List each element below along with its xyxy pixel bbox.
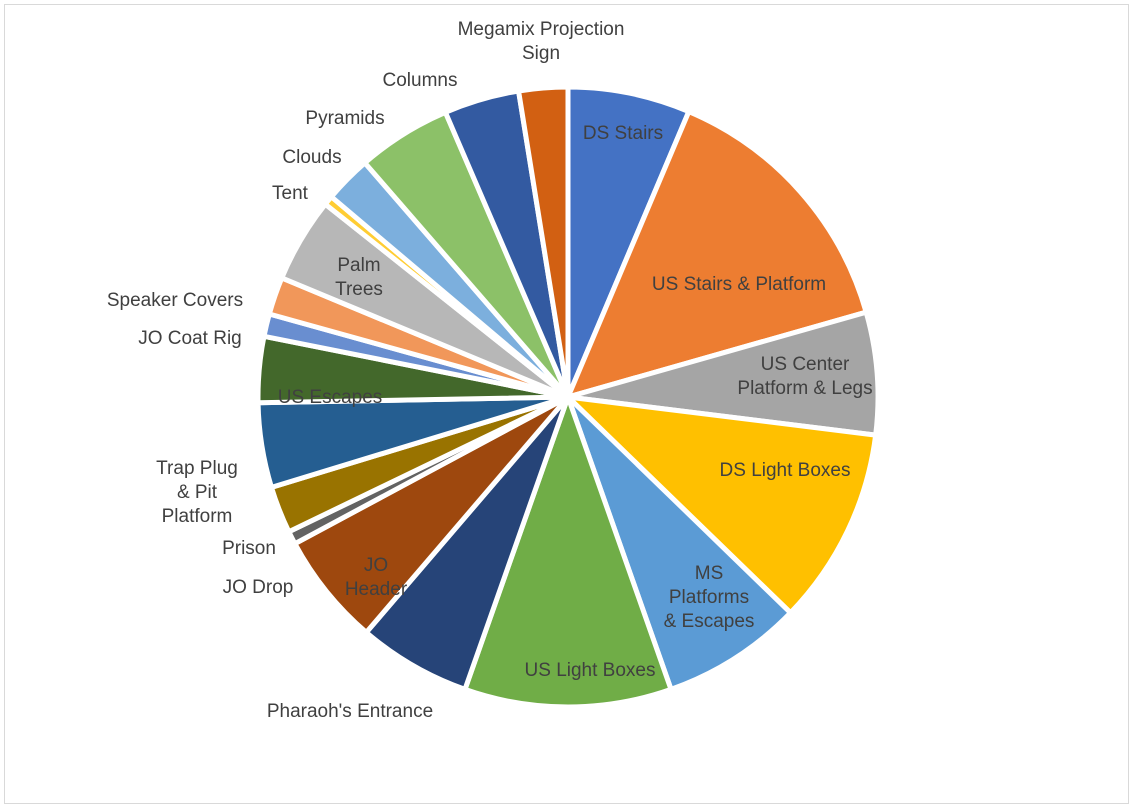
pie-labels: DS Stairs US Stairs & Platform US Center Pl…	[107, 19, 873, 722]
pie-slice-label: Speaker Covers	[107, 290, 243, 311]
pie-slice-label: US Light Boxes	[525, 660, 656, 681]
pie-slice-label: DS Light Boxes	[720, 460, 851, 481]
pie-slices	[255, 84, 881, 710]
pie-slice-label: JO Header	[345, 555, 408, 600]
pie-slice-label: Pyramids	[305, 108, 384, 129]
pie-slice-label: Megamix Projection Sign	[458, 19, 625, 64]
pie-slice-label: US Stairs & Platform	[652, 274, 826, 295]
pie-slice-label: Pharaoh's Entrance	[267, 701, 433, 722]
pie-slice	[516, 84, 571, 400]
pie-slice-label: US Center Platform & Legs	[737, 354, 872, 399]
pie-slice-label: Clouds	[282, 147, 341, 168]
pie-slice	[565, 394, 794, 692]
pie-slice-label: Columns	[383, 70, 458, 91]
pie-slice	[565, 394, 879, 616]
pie-slice-label: US Escapes	[278, 387, 383, 408]
pie-chart: DS Stairs US Stairs & Platform US Center Pl…	[106, 19, 881, 722]
pie-slice-label: JO Coat Rig	[138, 328, 241, 349]
pie-slice-label: JO Drop	[223, 577, 294, 598]
pie-slice-label: Trap Plug & Pit Platform	[156, 458, 238, 527]
pie-slice-label: Palm Trees	[335, 255, 383, 300]
pie-slice	[565, 109, 869, 400]
pie-slice-label: Prison	[222, 538, 276, 559]
pie-slice	[462, 394, 674, 710]
pie-slice-label: MS Platforms & Escapes	[664, 563, 755, 632]
pie-slice-label: Tent	[272, 183, 309, 204]
pie-slice-label: DS Stairs	[583, 123, 663, 144]
